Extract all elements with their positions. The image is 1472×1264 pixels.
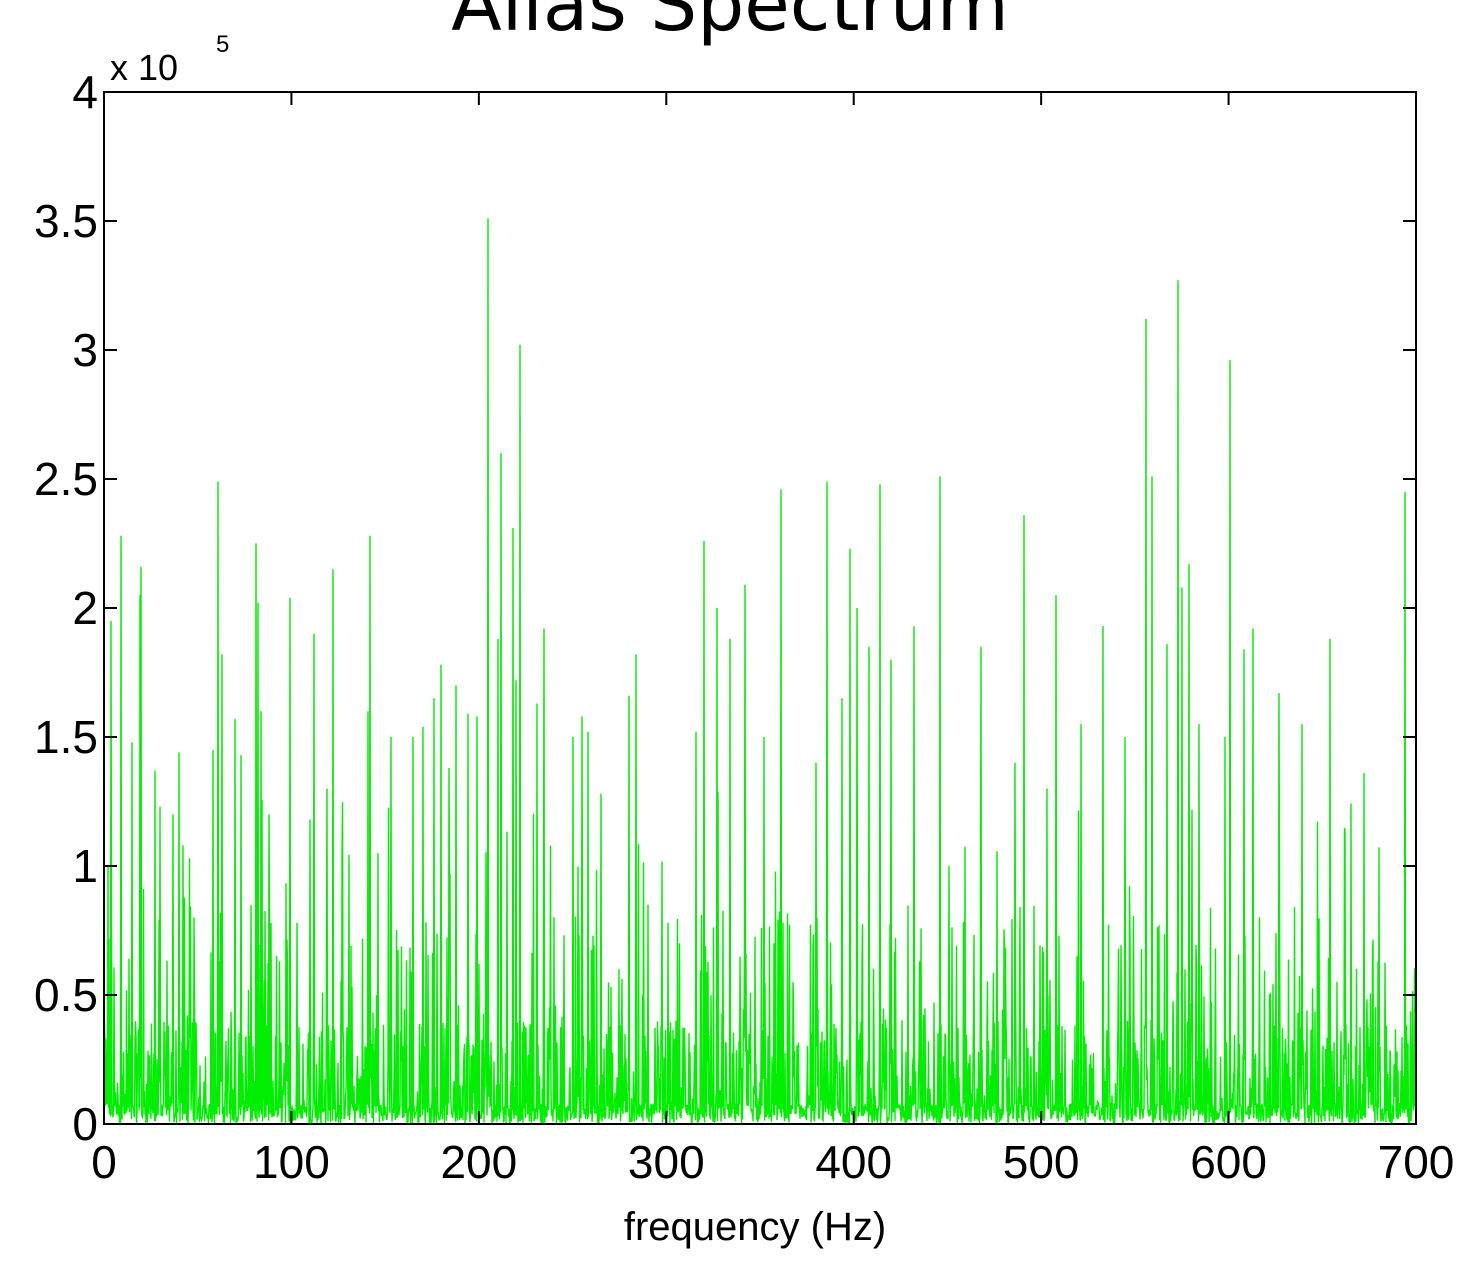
y-axis-tick-labels: 0 0.5 1 1.5 2 2.5 3 3.5 4	[34, 66, 98, 1150]
y-tick-label-0.5: 0.5	[34, 969, 98, 1021]
y-tick-label-4: 4	[72, 66, 98, 118]
x-tick-label-100: 100	[253, 1136, 330, 1188]
x-tick-label-700: 700	[1378, 1136, 1455, 1188]
x-tick-label-400: 400	[815, 1136, 892, 1188]
y-tick-label-2.5: 2.5	[34, 453, 98, 505]
x-axis-label: frequency (Hz)	[624, 1205, 886, 1249]
y-tick-label-3: 3	[72, 324, 98, 376]
x-tick-label-300: 300	[628, 1136, 705, 1188]
y-axis-multiplier: x 10 5	[110, 31, 229, 88]
y-tick-label-3.5: 3.5	[34, 195, 98, 247]
x-tick-label-600: 600	[1190, 1136, 1267, 1188]
y-multiplier-base: x 10	[110, 47, 178, 88]
plot-area	[104, 92, 1416, 1124]
y-tick-label-1: 1	[72, 840, 98, 892]
x-tick-label-500: 500	[1003, 1136, 1080, 1188]
y-tick-label-1.5: 1.5	[34, 711, 98, 763]
y-tick-label-0: 0	[72, 1098, 98, 1150]
axis-ticks	[103, 91, 1417, 1125]
x-tick-label-200: 200	[440, 1136, 517, 1188]
y-multiplier-exponent: 5	[216, 31, 229, 58]
x-tick-label-0: 0	[91, 1136, 117, 1188]
y-tick-label-2: 2	[72, 582, 98, 634]
x-axis-tick-labels: 0 100 200 300 400 500 600 700	[91, 1136, 1454, 1188]
spectrum-line	[103, 218, 1417, 1127]
chart-title: Alias Spectrum	[451, 0, 1009, 48]
